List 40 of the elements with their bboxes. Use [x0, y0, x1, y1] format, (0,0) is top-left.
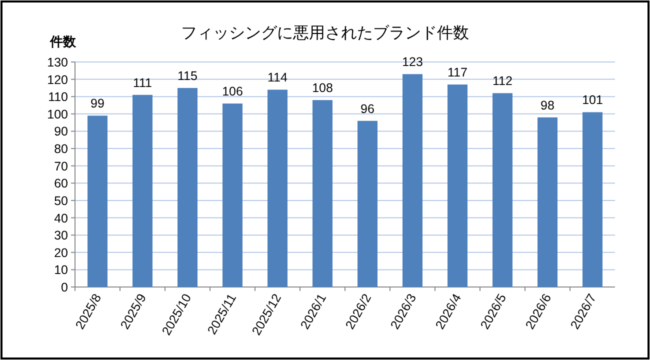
y-tick-label: 120 — [47, 72, 68, 87]
y-tick-label: 90 — [54, 124, 68, 139]
y-tick-label: 80 — [54, 142, 68, 156]
data-label: 115 — [178, 68, 198, 83]
data-label: 112 — [492, 74, 513, 88]
y-tick-label: 0 — [61, 280, 68, 294]
data-label: 108 — [312, 81, 333, 96]
y-tick-label: 60 — [54, 176, 68, 191]
bar — [402, 74, 422, 287]
y-tick-label: 110 — [48, 90, 68, 104]
y-tick-label: 130 — [47, 56, 68, 70]
y-tick-label: 50 — [54, 194, 68, 208]
y-axis-title: 件数 — [49, 34, 77, 49]
data-label: 96 — [360, 102, 374, 116]
bar — [448, 84, 468, 287]
bar — [178, 88, 198, 287]
y-tick-label: 40 — [54, 211, 68, 226]
y-tick-label: 10 — [54, 263, 68, 278]
bar — [132, 94, 152, 287]
data-label: 123 — [402, 55, 423, 70]
bar — [312, 100, 332, 287]
y-tick-label: 100 — [47, 107, 68, 122]
bar — [88, 116, 108, 287]
bar — [268, 90, 288, 287]
data-label: 99 — [90, 96, 104, 111]
y-tick-label: 70 — [54, 159, 68, 174]
data-label: 117 — [448, 66, 468, 80]
bar — [582, 112, 602, 287]
data-label: 106 — [222, 84, 243, 99]
bar — [358, 120, 378, 287]
chart-title: フィッシングに悪用されたブランド件数 — [181, 24, 469, 42]
bar — [538, 117, 558, 287]
bar — [222, 104, 242, 287]
data-label: 98 — [540, 98, 554, 112]
bar — [492, 93, 512, 287]
data-label: 114 — [268, 70, 288, 85]
y-tick-label: 20 — [54, 246, 68, 260]
data-label: 101 — [582, 93, 603, 108]
data-label: 111 — [132, 76, 152, 90]
y-tick-label: 30 — [54, 228, 68, 243]
